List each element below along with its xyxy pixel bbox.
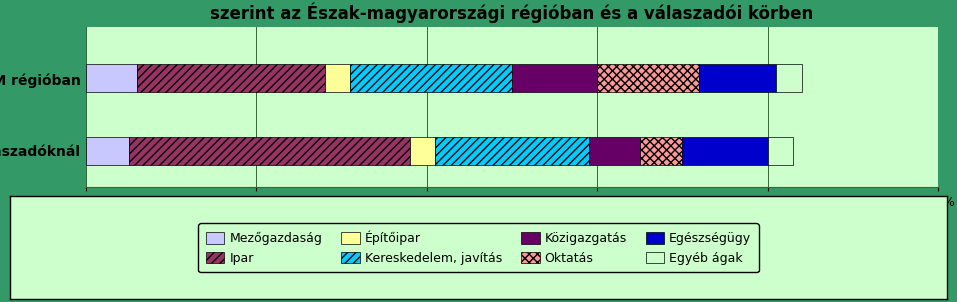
Bar [86,137,128,165]
Bar [350,64,512,92]
Bar [137,64,324,92]
Bar [597,64,700,92]
Bar [700,64,776,92]
Bar [324,64,350,92]
Bar [512,64,597,92]
Bar [589,137,640,165]
Bar [640,137,682,165]
Title: A z alkalmazottak megoszlása munkáltatójuk ágazati hovatartozása
szerint az Észa: A z alkalmazottak megoszlása munkáltatój… [193,0,831,23]
Bar [86,64,137,92]
Bar [776,64,802,92]
Bar [682,137,768,165]
Bar [768,137,793,165]
Bar [410,137,435,165]
Bar [128,137,410,165]
Legend: Mezőgazdaság, Ipar, Építőipar, Kereskedelem, javítás, Közigazgatás, Oktatás, Egé: Mezőgazdaság, Ipar, Építőipar, Kereskede… [198,223,759,272]
Bar [435,137,589,165]
